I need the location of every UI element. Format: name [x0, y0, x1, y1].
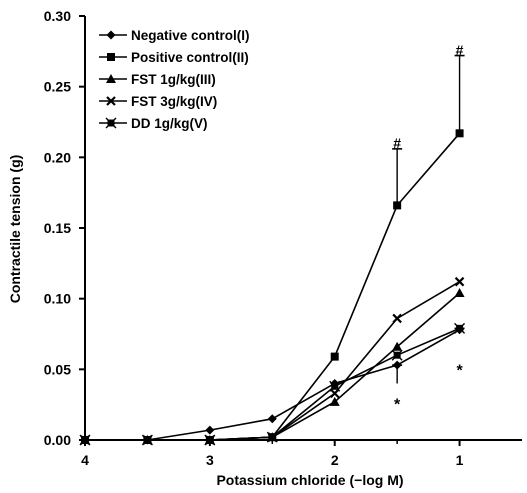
- legend: Negative control(I) Positive control(II) F…: [99, 28, 250, 131]
- x-marker-stroke: [392, 313, 402, 324]
- square-marker: [107, 53, 115, 61]
- x-marker: [454, 276, 465, 287]
- star-square-marker: [266, 431, 278, 443]
- x-marker: [329, 388, 340, 399]
- star-square-stroke: [204, 434, 216, 446]
- series-5: [79, 322, 466, 446]
- series-line: [85, 132, 461, 441]
- diamond-marker: [106, 30, 116, 40]
- x-marker: [392, 313, 402, 324]
- star-square-stroke: [266, 431, 278, 443]
- star-square-stroke: [105, 117, 117, 129]
- y-tick-label: 0.10: [44, 291, 71, 307]
- error-bars: [392, 54, 465, 384]
- triangle-marker: [106, 74, 116, 83]
- y-tick-label: 0.05: [44, 361, 71, 377]
- y-tick-label: 0.20: [44, 149, 71, 165]
- diamond-marker: [205, 425, 215, 435]
- x-tick-label: 1: [456, 452, 464, 468]
- legend-label: FST 1g/kg(III): [131, 72, 216, 87]
- y-axis-ticks: 0.00 0.05 0.10 0.15 0.20 0.25 0.30: [44, 8, 85, 448]
- star-square-stroke: [79, 434, 91, 446]
- triangle-marker: [329, 396, 340, 406]
- x-marker-stroke: [329, 388, 340, 399]
- legend-label: Negative control(I): [131, 28, 250, 43]
- legend-label: Positive control(II): [131, 50, 249, 65]
- x-tick-label: 2: [331, 452, 339, 468]
- square-marker: [330, 352, 339, 361]
- y-axis-title: Contractile tension (g): [7, 155, 23, 304]
- legend-item: DD 1g/kg(V): [99, 116, 208, 131]
- significance-star: *: [456, 363, 463, 380]
- y-tick-label: 0.25: [44, 79, 71, 95]
- significance-hash: #: [393, 135, 401, 151]
- series-line: [85, 329, 460, 441]
- series-2: [81, 129, 464, 444]
- legend-item: Positive control(II): [99, 50, 249, 65]
- series-1: [80, 325, 465, 445]
- x-axis-ticks: 4 3 2 1: [81, 440, 464, 468]
- star-square-stroke: [329, 380, 341, 392]
- star-square-marker: [79, 434, 91, 446]
- x-tick-label: 4: [81, 452, 89, 468]
- x-axis-title: Potassium chloride (−log M): [216, 472, 403, 488]
- significance-hash: #: [456, 42, 464, 58]
- x-tick-label: 3: [206, 452, 214, 468]
- star-square-marker: [105, 117, 117, 129]
- x-marker-stroke: [106, 96, 116, 106]
- legend-item: FST 1g/kg(III): [99, 72, 216, 87]
- x-marker: [106, 96, 116, 106]
- y-tick-label: 0.30: [44, 8, 71, 24]
- star-square-marker: [204, 434, 216, 446]
- star-square-stroke: [391, 349, 403, 361]
- y-tick-label: 0.00: [44, 432, 71, 448]
- legend-label: DD 1g/kg(V): [131, 116, 208, 131]
- legend-item: Negative control(I): [99, 28, 250, 43]
- annotations: # # * *: [393, 42, 463, 414]
- legend-label: FST 3g/kg(IV): [131, 94, 217, 109]
- legend-item: FST 3g/kg(IV): [99, 94, 217, 109]
- star-square-marker: [141, 434, 153, 446]
- star-square-marker: [329, 380, 341, 392]
- star-square-marker: [391, 349, 403, 361]
- star-square-stroke: [141, 434, 153, 446]
- series-layer: [79, 129, 466, 446]
- significance-star: *: [394, 396, 401, 413]
- y-tick-label: 0.15: [44, 220, 71, 236]
- triangle-marker: [454, 288, 465, 298]
- triangle-marker: [392, 341, 403, 351]
- x-marker-stroke: [454, 276, 465, 287]
- diamond-marker: [267, 414, 277, 424]
